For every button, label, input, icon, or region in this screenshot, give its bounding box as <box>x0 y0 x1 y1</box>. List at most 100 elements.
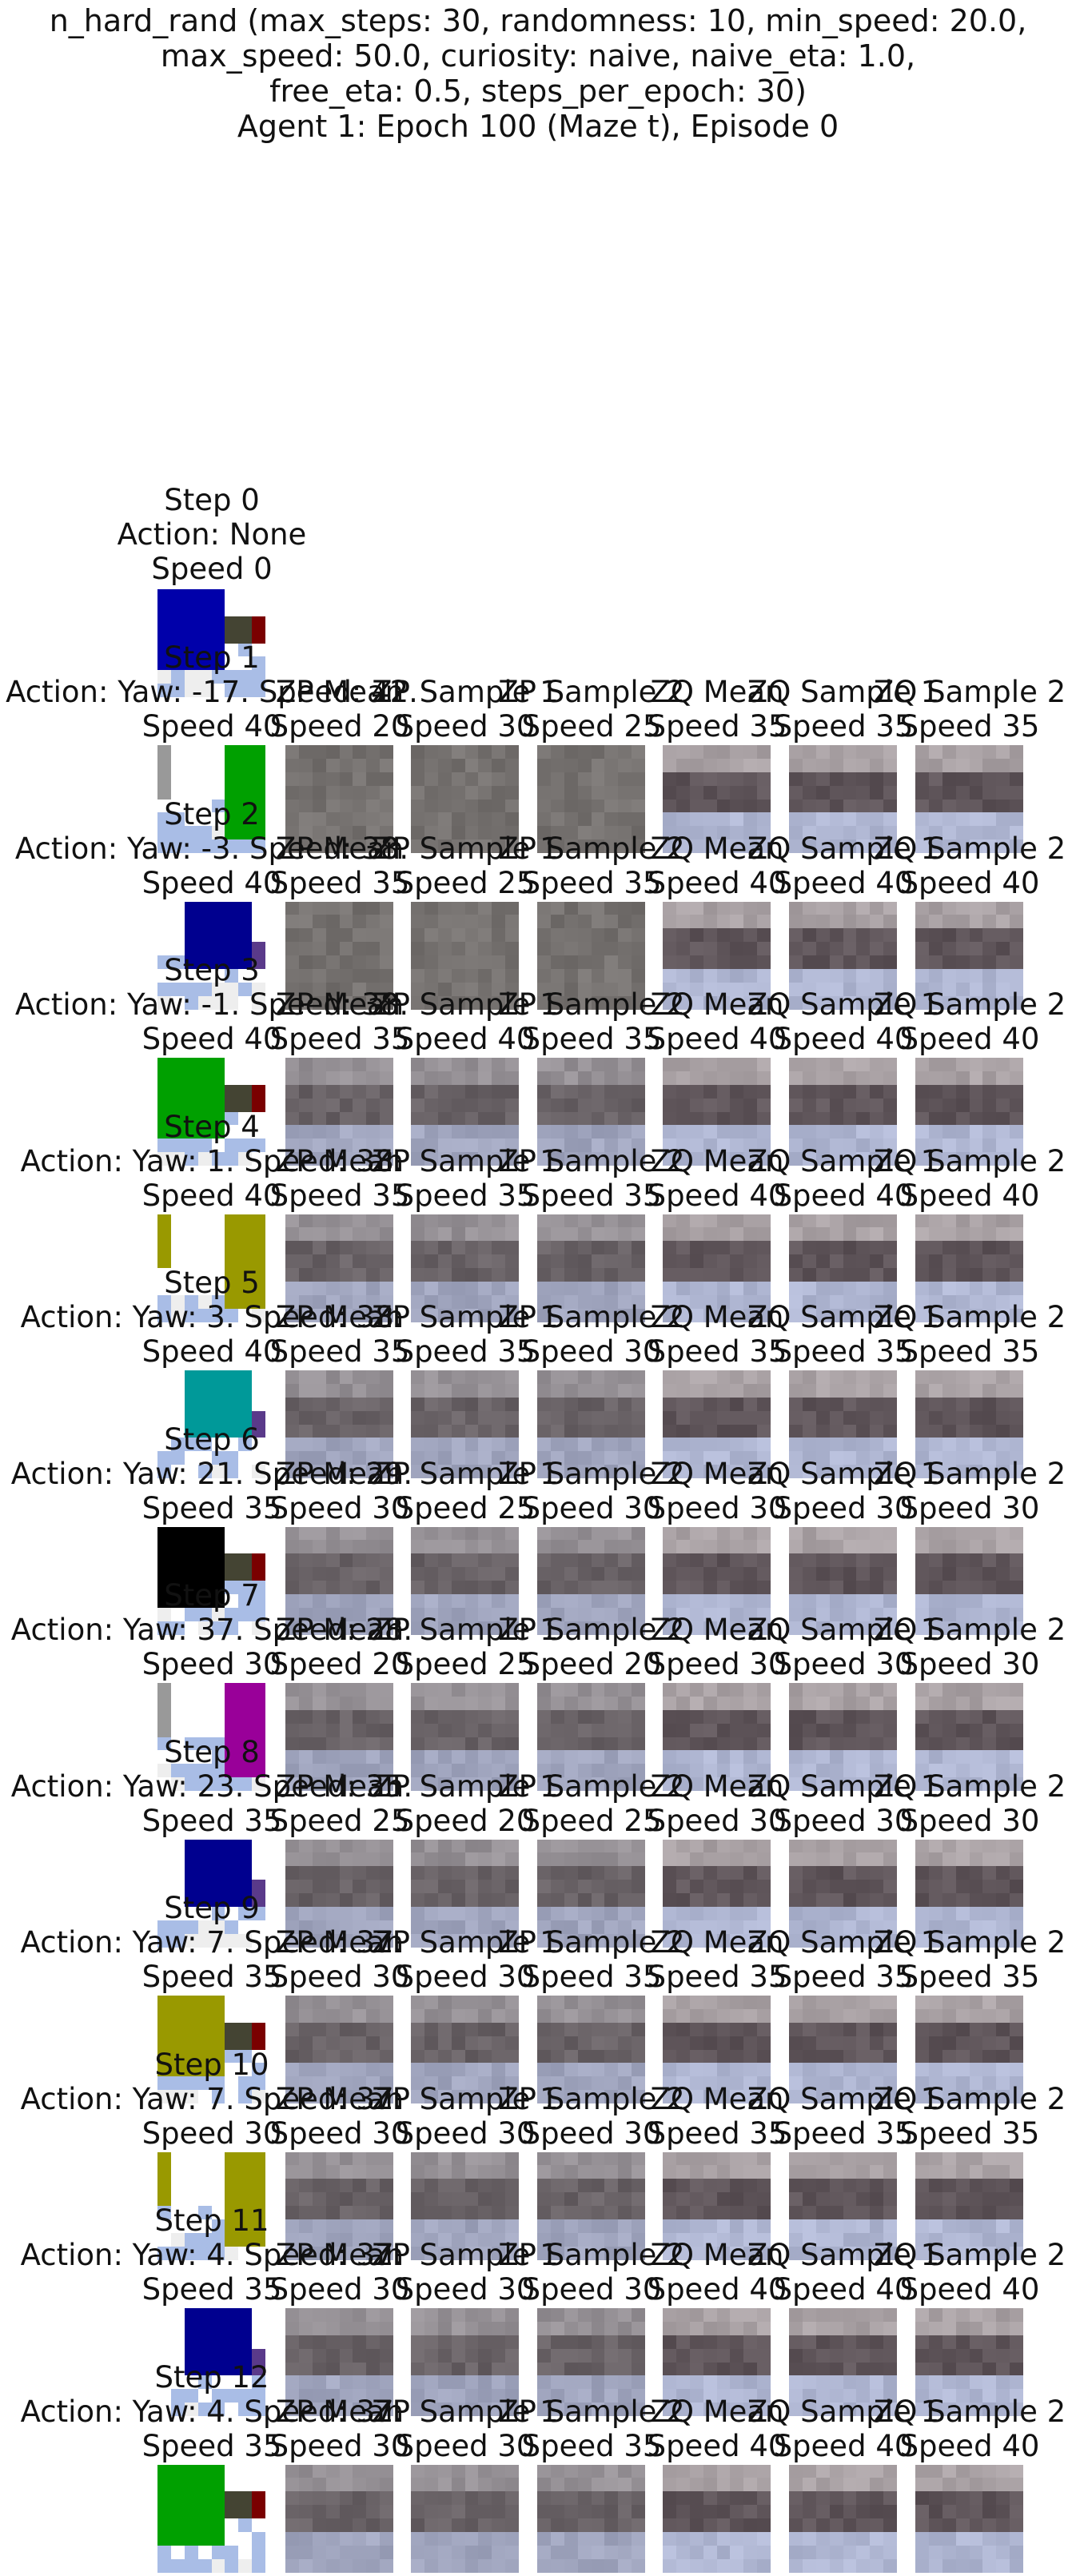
prediction-label: ZP Mean Speed 20 <box>270 675 410 744</box>
prediction-header: ZQ Sample 1 <box>747 1143 940 1178</box>
predicted-observation-tile <box>915 1526 1023 1635</box>
maze-observation-tile <box>157 745 265 853</box>
prediction-label: ZP Mean Speed 30 <box>270 2238 410 2307</box>
prediction-header: ZP Sample 2 <box>498 831 685 866</box>
prediction-label: ZQ Sample 2 Speed 35 <box>874 1300 1066 1369</box>
maze-observation-tile <box>157 2151 265 2260</box>
prediction-label: ZP Mean Speed 35 <box>270 1300 410 1369</box>
predicted-observation-tile <box>789 1526 897 1635</box>
predicted-observation-tile <box>537 745 645 853</box>
prediction-speed: Speed 30 <box>521 2115 662 2151</box>
prediction-label: ZQ Sample 2 Speed 35 <box>874 675 1066 744</box>
predicted-observation-tile <box>285 901 393 1010</box>
prediction-header: ZP Mean <box>275 675 404 709</box>
prediction-speed: Speed 35 <box>773 2115 914 2151</box>
predicted-observation-tile <box>537 1526 645 1635</box>
prediction-label: ZQ Sample 1 Speed 40 <box>747 831 939 900</box>
prediction-speed: Speed 35 <box>521 2428 662 2463</box>
prediction-header: ZQ Sample 2 <box>873 1769 1066 1804</box>
prediction-header: ZQ Sample 1 <box>747 1613 940 1647</box>
prediction-speed: Speed 35 <box>647 1334 787 1369</box>
step-speed: Speed 30 <box>141 1647 282 1681</box>
step-speed: Speed 40 <box>141 1334 282 1369</box>
prediction-header: ZP Sample 1 <box>372 1456 559 1491</box>
prediction-label: ZP Mean Speed 30 <box>270 2395 410 2463</box>
prediction-label: ZQ Sample 2 Speed 35 <box>874 1925 1066 1994</box>
prediction-label: ZP Sample 1 Speed 35 <box>372 1300 558 1369</box>
prediction-header: ZQ Mean <box>650 1925 784 1960</box>
predicted-observation-tile <box>537 1683 645 1791</box>
prediction-header: ZP Mean <box>275 1769 404 1804</box>
prediction-header: ZP Sample 1 <box>372 1300 559 1334</box>
step-label-line: Speed 0 <box>151 552 273 586</box>
predicted-observation-tile <box>537 1839 645 1948</box>
prediction-speed: Speed 40 <box>773 2272 914 2307</box>
prediction-header: ZP Mean <box>275 2081 404 2116</box>
prediction-label: ZP Sample 1 Speed 25 <box>372 1613 558 1681</box>
prediction-header: ZQ Mean <box>650 675 784 709</box>
prediction-header: ZP Mean <box>275 1925 404 1960</box>
step-action: Action: Yaw: 37. Speed: 28. <box>10 1613 413 1647</box>
prediction-label: ZQ Sample 2 Speed 40 <box>874 2395 1066 2463</box>
prediction-header: ZQ Sample 1 <box>747 831 940 866</box>
prediction-header: ZQ Sample 1 <box>747 987 940 1022</box>
prediction-speed: Speed 20 <box>269 709 410 744</box>
predicted-observation-tile <box>789 1214 897 1322</box>
prediction-speed: Speed 40 <box>899 1178 1040 1213</box>
prediction-label: ZQ Mean Speed 40 <box>648 987 787 1056</box>
prediction-speed: Speed 40 <box>647 1022 787 1056</box>
predicted-observation-tile <box>537 2308 645 2416</box>
prediction-header: ZQ Mean <box>650 2081 784 2116</box>
predicted-observation-tile <box>285 2308 393 2416</box>
prediction-speed: Speed 30 <box>269 1490 410 1525</box>
prediction-header: ZP Mean <box>275 2394 404 2429</box>
predicted-observation-tile <box>537 1996 645 2103</box>
step-speed: Speed 40 <box>141 1178 282 1213</box>
predicted-observation-tile <box>537 1214 645 1322</box>
step-speed: Speed 40 <box>141 865 282 900</box>
prediction-label: ZQ Sample 2 Speed 40 <box>874 1144 1066 1213</box>
maze-observation-tile <box>157 1370 265 1478</box>
step-action: Action: Yaw: 1. Speed: 38. <box>20 1143 404 1178</box>
prediction-label: ZQ Sample 1 Speed 40 <box>747 2395 939 2463</box>
prediction-label: ZP Mean Speed 35 <box>270 1144 410 1213</box>
step-action: Action: Yaw: 23. Speed: 35. <box>10 1769 413 1804</box>
prediction-header: ZQ Sample 1 <box>747 1769 940 1804</box>
prediction-header: ZP Mean <box>275 1143 404 1178</box>
prediction-speed: Speed 35 <box>269 1334 410 1369</box>
prediction-speed: Speed 25 <box>269 1803 410 1838</box>
prediction-speed: Speed 35 <box>269 865 410 900</box>
prediction-speed: Speed 40 <box>773 2428 914 2463</box>
prediction-speed: Speed 35 <box>521 1960 662 1994</box>
prediction-label: ZP Sample 2 Speed 35 <box>498 831 684 900</box>
predicted-observation-tile <box>411 745 519 853</box>
predicted-observation-tile <box>789 1058 897 1166</box>
predicted-observation-tile <box>789 745 897 853</box>
prediction-header: ZQ Sample 2 <box>873 1925 1066 1960</box>
step-action: Action: Yaw: 21. Speed: 29. <box>10 1456 413 1491</box>
step-number: Step 11 <box>154 2203 269 2238</box>
step-label: Step 2 Action: Yaw: -3. Speed: 38. Speed 4… <box>15 797 408 900</box>
step-label-line: Step 0 <box>164 483 260 517</box>
prediction-speed: Speed 25 <box>521 1803 662 1838</box>
title-line: n_hard_rand (max_steps: 30, randomness: … <box>49 3 1027 38</box>
prediction-label: ZP Sample 2 Speed 35 <box>498 1925 684 1994</box>
prediction-header: ZQ Mean <box>650 987 784 1022</box>
prediction-header: ZQ Sample 2 <box>873 2081 1066 2116</box>
predicted-observation-tile <box>915 901 1023 1010</box>
step-speed: Speed 35 <box>141 2428 282 2463</box>
figure-title: n_hard_rand (max_steps: 30, randomness: … <box>0 3 1076 144</box>
prediction-header: ZP Mean <box>275 2238 404 2272</box>
predicted-observation-tile <box>537 1370 645 1478</box>
step-number: Step 5 <box>164 1266 260 1300</box>
predicted-observation-tile <box>663 1214 771 1322</box>
step-action: Action: Yaw: 4. Speed: 37. <box>20 2238 404 2272</box>
prediction-label: ZQ Mean Speed 35 <box>648 1300 787 1369</box>
title-line: Agent 1: Epoch 100 (Maze t), Episode 0 <box>237 109 839 144</box>
step-label: Step 8 Action: Yaw: 23. Speed: 35. Speed 3… <box>11 1735 412 1838</box>
step-speed: Speed 35 <box>141 1960 282 1994</box>
prediction-header: ZP Mean <box>275 831 404 866</box>
predicted-observation-tile <box>411 2464 519 2573</box>
prediction-label: ZQ Sample 1 Speed 30 <box>747 1613 939 1681</box>
